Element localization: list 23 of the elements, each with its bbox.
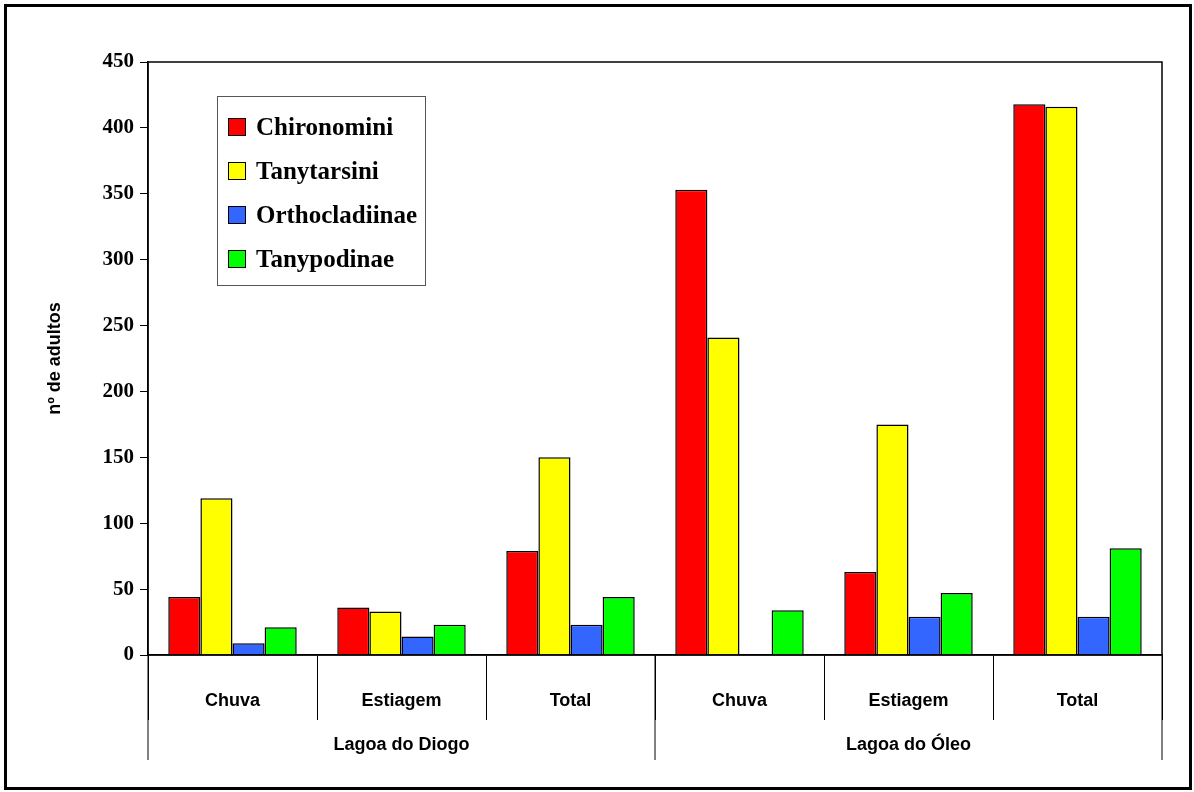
y-tick-label: 0 bbox=[123, 641, 134, 666]
y-tick-label: 250 bbox=[102, 311, 134, 336]
legend-label: Tanypodinae bbox=[256, 245, 395, 273]
y-tick-label: 400 bbox=[102, 114, 134, 139]
y-tick-label: 350 bbox=[102, 180, 134, 205]
y-tick-label: 450 bbox=[102, 48, 134, 73]
x-tick-label: Chuva bbox=[711, 689, 768, 710]
y-tick-label: 150 bbox=[102, 443, 134, 468]
legend-label: Orthocladiinae bbox=[256, 201, 418, 229]
x-tick-label: Estiagem bbox=[868, 689, 949, 710]
legend-label: Chironomini bbox=[256, 113, 394, 141]
x-tick-label: Estiagem bbox=[361, 689, 442, 710]
y-tick-label: 50 bbox=[113, 575, 134, 600]
x-tick-label: Total bbox=[549, 689, 592, 710]
x-tick-label: Total bbox=[1056, 689, 1099, 710]
y-tick-label: 300 bbox=[102, 246, 134, 271]
text: Lagoa do Óleo bbox=[845, 732, 972, 754]
y-axis-title: nº de adultos bbox=[43, 302, 64, 415]
y-tick-label: 200 bbox=[102, 377, 134, 402]
text: Lagoa do Diogo bbox=[333, 733, 470, 754]
legend-label: Tanytarsini bbox=[256, 157, 379, 185]
y-tick-label: 100 bbox=[102, 509, 134, 534]
x-tick-label: Chuva bbox=[204, 689, 261, 710]
